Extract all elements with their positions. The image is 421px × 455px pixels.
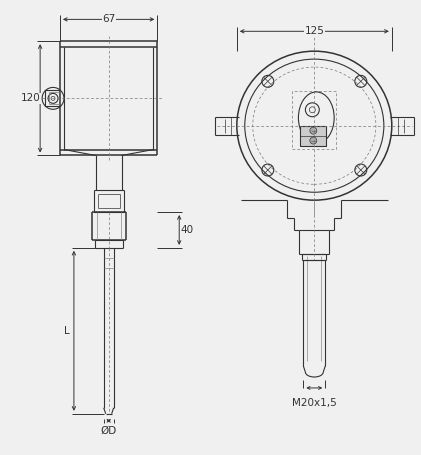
Text: 40: 40 bbox=[181, 225, 194, 235]
Text: 125: 125 bbox=[304, 26, 324, 36]
Bar bbox=[293, 91, 336, 148]
Text: 67: 67 bbox=[102, 15, 115, 25]
Circle shape bbox=[310, 127, 317, 134]
Circle shape bbox=[310, 137, 317, 144]
Text: ØD: ØD bbox=[101, 426, 117, 436]
Bar bbox=[301, 126, 326, 146]
Text: M20x1,5: M20x1,5 bbox=[292, 398, 337, 408]
Text: L: L bbox=[64, 326, 70, 336]
Text: 120: 120 bbox=[20, 93, 40, 103]
